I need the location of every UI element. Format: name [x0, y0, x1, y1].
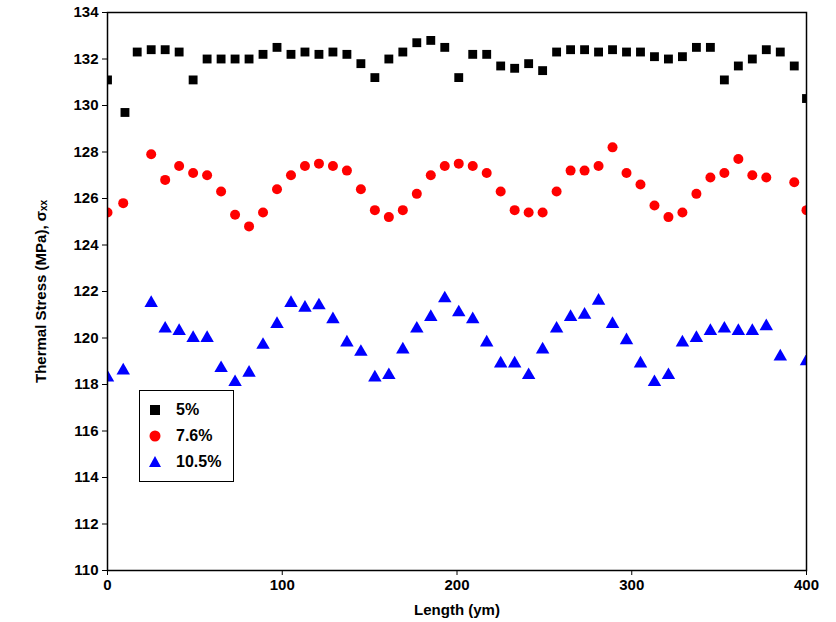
svg-text:118: 118 — [74, 375, 98, 392]
svg-text:300: 300 — [619, 576, 644, 593]
svg-text:Thermal Stress (MPa), σₓₓ: Thermal Stress (MPa), σₓₓ — [32, 200, 49, 383]
svg-text:130: 130 — [73, 96, 98, 113]
svg-text:Length (ym): Length (ym) — [414, 601, 500, 618]
svg-text:200: 200 — [444, 576, 469, 593]
svg-text:122: 122 — [73, 282, 98, 299]
svg-text:114: 114 — [74, 468, 99, 485]
html-text:7.6%: 7.6% — [176, 427, 213, 444]
svg-text:100: 100 — [270, 576, 295, 593]
svg-text:132: 132 — [73, 50, 98, 67]
html-text:10.5%: 10.5% — [176, 453, 222, 470]
svg-text:110: 110 — [74, 561, 98, 578]
svg-text:124: 124 — [73, 236, 99, 253]
svg-text:0: 0 — [103, 576, 111, 593]
svg-text:128: 128 — [73, 143, 98, 160]
svg-text:120: 120 — [73, 329, 98, 346]
svg-text:400: 400 — [794, 576, 819, 593]
svg-text:112: 112 — [74, 515, 98, 532]
svg-text:134: 134 — [73, 3, 99, 20]
svg-text:126: 126 — [73, 189, 98, 206]
svg-text:116: 116 — [74, 422, 98, 439]
html-text:5%: 5% — [176, 401, 200, 418]
